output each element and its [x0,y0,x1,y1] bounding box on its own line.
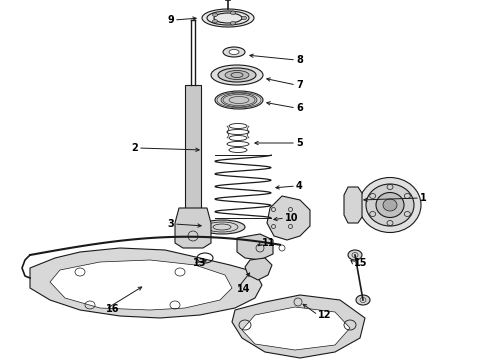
Ellipse shape [376,193,404,217]
Polygon shape [242,307,350,350]
Polygon shape [232,295,365,358]
Polygon shape [30,248,262,318]
Ellipse shape [213,19,218,23]
Text: 15: 15 [354,258,368,268]
Text: 7: 7 [296,80,303,90]
Ellipse shape [225,71,249,80]
Polygon shape [245,258,272,280]
Text: 2: 2 [131,143,138,153]
Text: 4: 4 [296,181,303,191]
Polygon shape [267,196,310,240]
Ellipse shape [242,16,246,20]
Ellipse shape [348,250,362,260]
Text: 3: 3 [167,219,174,229]
Ellipse shape [221,93,257,107]
Ellipse shape [230,22,235,25]
Text: 10: 10 [285,213,298,223]
Text: 13: 13 [193,258,206,268]
Ellipse shape [230,11,235,14]
Polygon shape [344,187,362,223]
Text: 16: 16 [106,304,120,314]
Text: 8: 8 [296,55,303,65]
Bar [185,85,201,218]
Text: 9: 9 [167,15,174,25]
Ellipse shape [366,184,414,226]
Ellipse shape [213,13,218,17]
Ellipse shape [211,65,263,85]
Text: 1: 1 [420,193,427,203]
Ellipse shape [202,9,254,27]
Ellipse shape [199,220,245,234]
Text: 14: 14 [237,284,250,294]
Text: 6: 6 [296,103,303,113]
Polygon shape [175,208,211,248]
Ellipse shape [215,91,263,109]
Ellipse shape [218,68,256,82]
Ellipse shape [356,295,370,305]
Polygon shape [237,234,273,260]
Text: 11: 11 [262,238,275,248]
Ellipse shape [383,199,397,211]
Polygon shape [50,260,232,310]
Ellipse shape [223,47,245,57]
Ellipse shape [359,177,421,233]
Ellipse shape [229,49,239,54]
Text: 5: 5 [296,138,303,148]
Text: 12: 12 [318,310,332,320]
